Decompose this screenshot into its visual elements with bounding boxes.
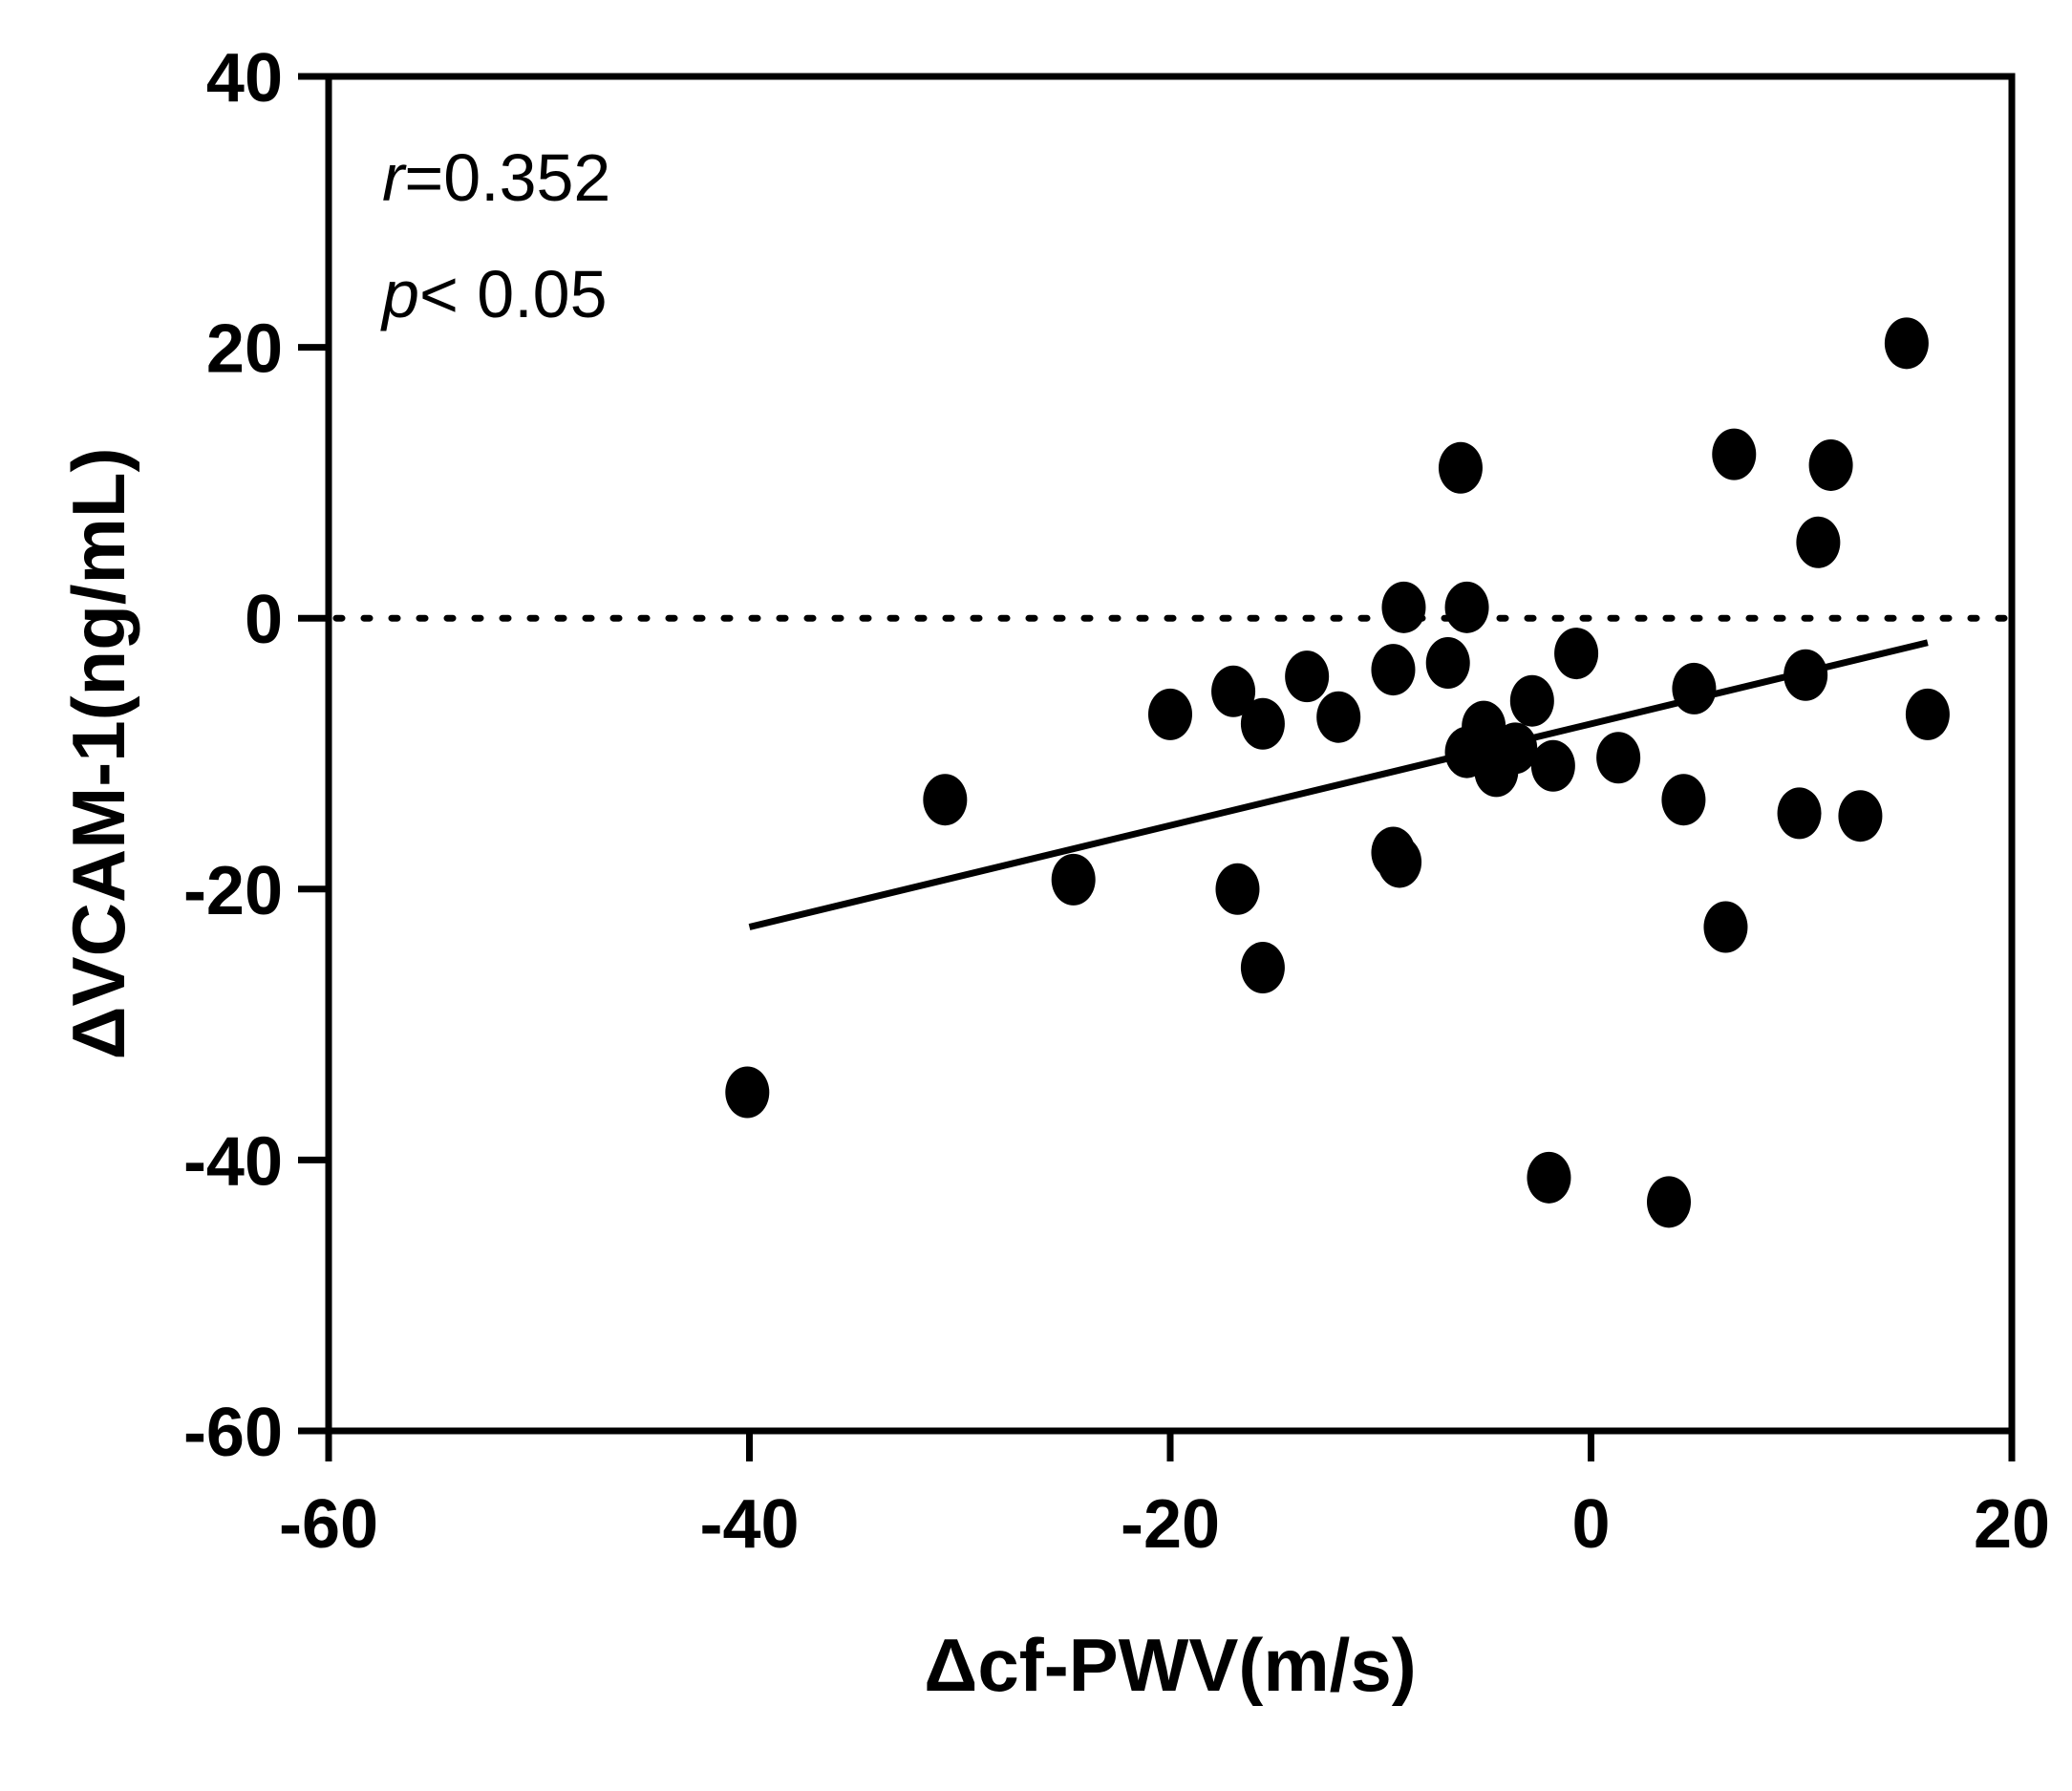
data-point [1378,836,1422,888]
data-point [1316,691,1361,743]
r-value: =0.352 [404,140,610,215]
data-point [1672,662,1717,714]
data-point [1796,516,1841,568]
data-point [1438,441,1483,494]
data-point [1371,644,1416,696]
data-point [1509,674,1554,727]
data-point [1381,581,1426,633]
x-tick-label: 20 [1974,1486,2050,1563]
x-tick-label: -20 [1121,1486,1220,1563]
data-point [1215,863,1260,915]
data-points [725,317,1950,1228]
data-point [1493,722,1538,775]
y-tick-label: 0 [245,582,283,658]
data-point [1530,739,1575,792]
x-tick-label: -60 [279,1486,378,1563]
data-point [1661,774,1706,826]
correlation-annotation: r=0.352 [382,140,610,215]
y-axis-ticks: -60 -40 -20 0 20 40 [183,40,329,1471]
x-tick-label: 0 [1571,1486,1610,1563]
x-axis-title: Δcf-PWV(m/s) [924,1623,1416,1707]
data-point [1905,688,1950,740]
data-point [1554,628,1599,680]
x-tick-label: -40 [699,1486,799,1563]
r-symbol: r [382,140,407,215]
data-point [1777,787,1822,840]
data-point [1211,665,1256,717]
data-point [1784,649,1828,701]
data-point [1148,688,1192,740]
data-point [1838,790,1883,842]
regression-line [748,639,1929,930]
y-axis-title: ΔVCAM-1(ng/mL) [56,448,140,1060]
data-point [1240,697,1285,750]
data-point [1703,901,1748,953]
y-tick-label: 40 [206,40,283,117]
data-point [1596,732,1641,784]
y-tick-label: -60 [183,1395,283,1471]
data-point [1240,942,1285,994]
data-point [923,774,968,826]
y-tick-label: -40 [183,1123,283,1200]
p-value: < 0.05 [419,257,608,331]
data-point [1527,1151,1571,1204]
data-point [1808,438,1853,491]
data-point [1285,650,1330,703]
p-value-annotation: p< 0.05 [380,257,608,331]
data-point [725,1066,770,1119]
data-point [1444,581,1489,633]
data-point [1884,317,1929,370]
y-tick-label: -20 [183,853,283,929]
data-point [1646,1176,1691,1228]
data-point [1425,636,1470,689]
x-axis-ticks: -60 -40 -20 0 20 [279,1431,2050,1563]
data-point [1712,428,1757,480]
data-point [1051,853,1096,906]
p-symbol: p [380,257,419,331]
y-tick-label: 20 [206,311,283,388]
